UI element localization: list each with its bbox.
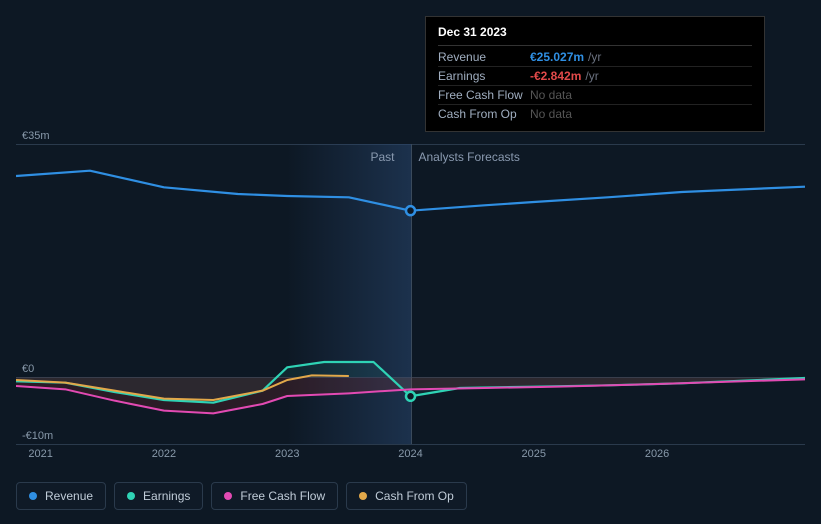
tooltip-row-unit: /yr bbox=[588, 50, 601, 64]
series-marker bbox=[406, 206, 415, 215]
x-axis-label: 2022 bbox=[152, 448, 176, 460]
tooltip-row: Revenue€25.027m/yr bbox=[438, 48, 752, 67]
x-axis-label: 2024 bbox=[398, 448, 422, 460]
y-axis-label: €35m bbox=[22, 130, 50, 142]
legend: Revenue Earnings Free Cash Flow Cash From O… bbox=[16, 482, 467, 510]
x-axis-label: 2026 bbox=[645, 448, 669, 460]
legend-label: Free Cash Flow bbox=[240, 489, 325, 503]
x-axis-label: 2025 bbox=[522, 448, 546, 460]
tooltip-row-label: Free Cash Flow bbox=[438, 88, 530, 102]
legend-label: Cash From Op bbox=[375, 489, 454, 503]
tooltip-row: Free Cash FlowNo data bbox=[438, 86, 752, 105]
tooltip-row-value: -€2.842m bbox=[530, 69, 581, 83]
tooltip-row: Cash From OpNo data bbox=[438, 105, 752, 123]
legend-item[interactable]: Free Cash Flow bbox=[211, 482, 338, 510]
tooltip-row-label: Revenue bbox=[438, 50, 530, 64]
tooltip-row-value: No data bbox=[530, 107, 572, 121]
chart-lines bbox=[16, 144, 805, 444]
legend-dot-icon bbox=[224, 492, 232, 500]
gridline bbox=[16, 444, 805, 445]
series-line bbox=[16, 171, 805, 211]
legend-item[interactable]: Earnings bbox=[114, 482, 203, 510]
tooltip-row: Earnings-€2.842m/yr bbox=[438, 67, 752, 86]
plot-area: €35m€0-€10m Past Analysts Forecasts bbox=[16, 124, 805, 444]
financial-chart: Dec 31 2023 Revenue€25.027m/yrEarnings-€… bbox=[0, 0, 821, 524]
tooltip-row-label: Earnings bbox=[438, 69, 530, 83]
x-axis-label: 2021 bbox=[28, 448, 52, 460]
legend-label: Earnings bbox=[143, 489, 190, 503]
tooltip-row-label: Cash From Op bbox=[438, 107, 530, 121]
legend-label: Revenue bbox=[45, 489, 93, 503]
tooltip-row-value: €25.027m bbox=[530, 50, 584, 64]
legend-dot-icon bbox=[127, 492, 135, 500]
tooltip: Dec 31 2023 Revenue€25.027m/yrEarnings-€… bbox=[425, 16, 765, 132]
tooltip-row-value: No data bbox=[530, 88, 572, 102]
legend-item[interactable]: Cash From Op bbox=[346, 482, 467, 510]
x-axis-label: 2023 bbox=[275, 448, 299, 460]
tooltip-row-unit: /yr bbox=[585, 69, 598, 83]
legend-dot-icon bbox=[359, 492, 367, 500]
series-marker bbox=[406, 392, 415, 401]
tooltip-date: Dec 31 2023 bbox=[438, 25, 752, 46]
legend-dot-icon bbox=[29, 492, 37, 500]
legend-item[interactable]: Revenue bbox=[16, 482, 106, 510]
